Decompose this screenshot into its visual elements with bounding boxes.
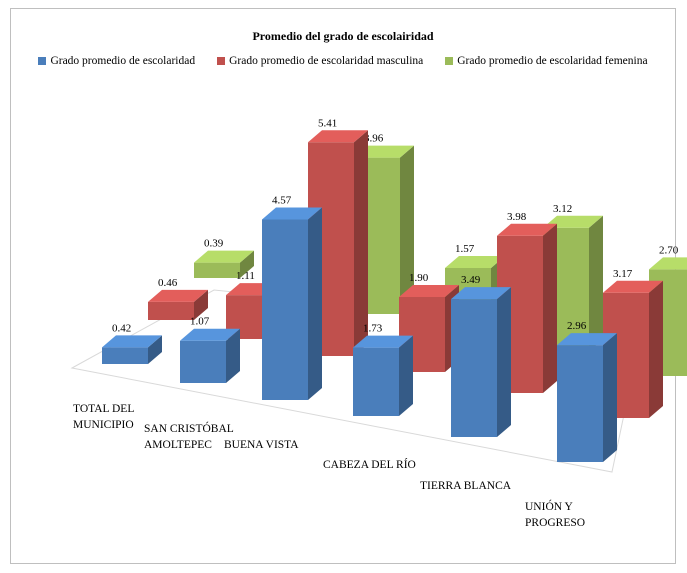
bar-top — [445, 255, 505, 268]
bar-0-5 — [557, 333, 617, 462]
legend-swatch-overall — [38, 57, 47, 65]
bar-side — [226, 328, 240, 383]
data-label: 3.49 — [461, 274, 481, 286]
legend-item-overall: Grado promedio de escolaridad — [38, 55, 195, 67]
category-label: UNIÓN Y PROGRESO — [525, 499, 585, 529]
bar-face — [557, 345, 603, 462]
bar-top — [497, 223, 557, 236]
bar-side — [497, 287, 511, 437]
legend-label-male: Grado promedio de escolaridad masculina — [229, 55, 424, 67]
data-label: 3.12 — [553, 203, 572, 215]
data-label: 3.17 — [613, 268, 633, 280]
data-label: 3.96 — [364, 133, 384, 145]
bar-top — [557, 333, 617, 346]
data-label: 1.90 — [409, 272, 429, 284]
bar-top — [603, 280, 663, 293]
bar-top — [262, 207, 322, 220]
legend-swatch-male — [217, 57, 226, 65]
bar-0-2 — [262, 207, 322, 400]
data-label: 0.46 — [158, 277, 178, 289]
data-label: 2.96 — [567, 320, 587, 332]
bar-side — [308, 207, 322, 400]
category-label: SAN CRISTÓBAL AMOLTEPEC — [144, 421, 234, 451]
bar-1-0 — [148, 289, 208, 320]
data-label: 1.07 — [190, 316, 210, 328]
bar-face — [148, 301, 194, 320]
bar-top — [543, 215, 603, 228]
bar-side — [240, 250, 254, 278]
bar-top — [180, 328, 240, 341]
bar-side — [649, 280, 663, 418]
category-label: BUENA VISTA — [224, 439, 299, 451]
bar-0-1 — [180, 328, 240, 383]
bar-face — [194, 262, 240, 278]
category-label: TIERRA BLANCA — [420, 480, 512, 492]
bar-side — [400, 145, 414, 314]
legend-item-male: Grado promedio de escolaridad masculina — [217, 55, 423, 67]
bar-face — [180, 340, 226, 383]
bar-side — [148, 335, 162, 364]
category-label: CABEZA DEL RÍO — [323, 457, 416, 471]
data-label: 3.98 — [507, 211, 527, 223]
bar-top — [194, 250, 254, 263]
bar-side — [354, 130, 368, 356]
bar-top — [102, 335, 162, 348]
category-label: TOTAL DEL MUNICIPIO — [73, 403, 134, 431]
bar-0-3 — [353, 335, 413, 416]
bar-top — [148, 289, 208, 302]
data-label: 0.39 — [204, 238, 224, 250]
bar-2-0 — [194, 250, 254, 278]
data-label: 4.57 — [272, 194, 292, 206]
legend-swatch-female — [445, 57, 454, 65]
bar-side — [543, 223, 557, 393]
bar-1-5 — [603, 280, 663, 418]
legend-label-overall: Grado promedio de escolaridad — [50, 55, 196, 67]
bar-side — [603, 333, 617, 462]
bar-top — [308, 130, 368, 143]
bar-face — [262, 219, 308, 400]
bar-side — [194, 289, 208, 320]
bar-0-0 — [102, 335, 162, 364]
legend-label-female: Grado promedio de escolaridad femenina — [457, 55, 648, 67]
bar-top — [353, 335, 413, 348]
bar-side — [399, 335, 413, 416]
bar-top — [399, 284, 459, 297]
chart-title: Promedio del grado de escolairidad — [252, 29, 434, 43]
legend-item-female: Grado promedio de escolaridad femenina — [445, 55, 648, 67]
bar-top — [451, 287, 511, 300]
bar-side — [589, 215, 603, 351]
data-label: 1.57 — [455, 243, 475, 255]
bar-face — [353, 347, 399, 416]
bar-0-4 — [451, 287, 511, 437]
bar-top — [649, 257, 687, 270]
data-label: 2.70 — [659, 244, 679, 256]
bar-face — [102, 347, 148, 364]
bar-top — [354, 145, 414, 158]
legend: Grado promedio de escolaridad Grado prom… — [11, 55, 675, 67]
data-label: 5.41 — [318, 117, 337, 129]
data-label: 0.42 — [112, 322, 131, 334]
data-label: 1.11 — [236, 270, 255, 282]
data-label: 1.73 — [363, 323, 383, 335]
bar-face — [226, 295, 272, 339]
bar-face — [451, 299, 497, 437]
